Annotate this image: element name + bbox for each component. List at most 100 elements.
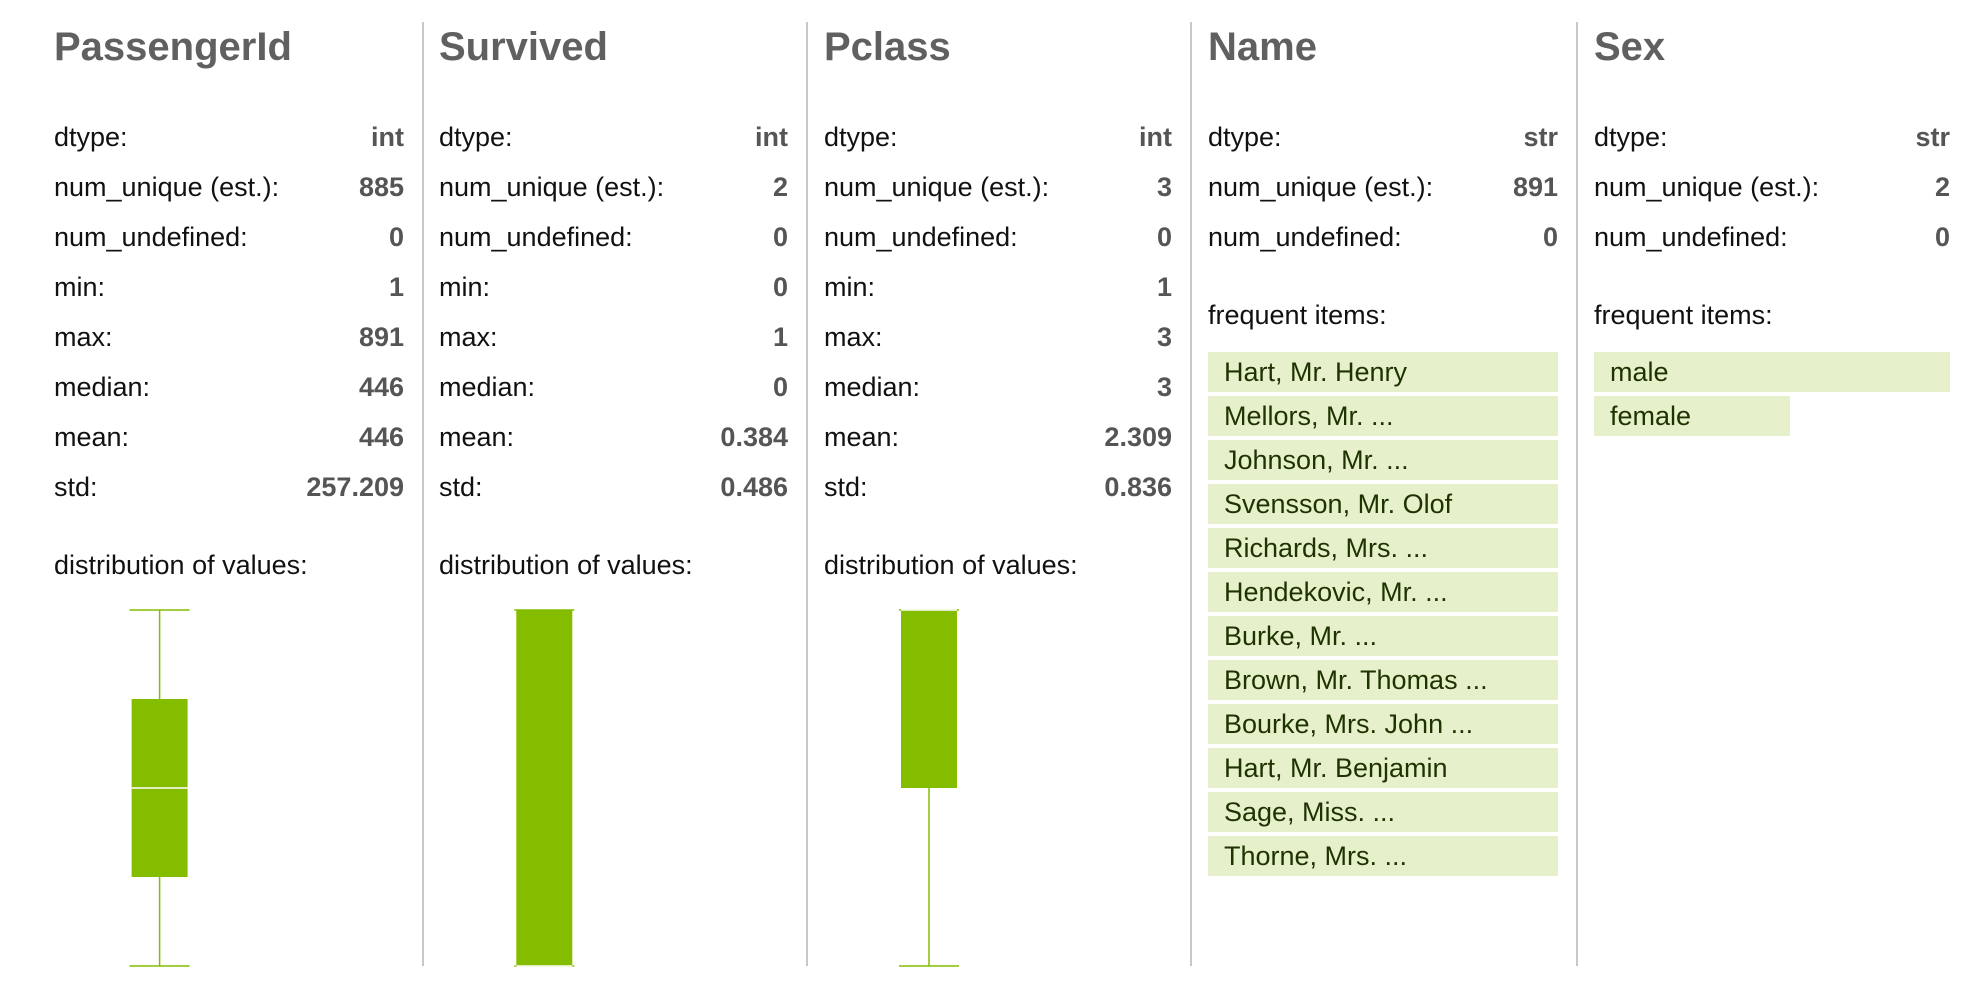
distribution-label: distribution of values:	[439, 550, 693, 580]
stat-row-dtype: dtype: int	[54, 112, 404, 162]
stat-row-mean: mean: 2.309	[824, 412, 1172, 462]
iqr-box	[516, 610, 573, 966]
stat-row-mean: mean: 0.384	[439, 412, 788, 462]
frequent-item: Hendekovic, Mr. ...	[1208, 572, 1558, 612]
dtype-value: int	[1139, 122, 1172, 152]
std-label: std:	[54, 472, 98, 502]
stat-row-num-unique: num_unique (est.): 2	[1594, 162, 1950, 212]
num-unique-label: num_unique (est.):	[1594, 172, 1820, 202]
median-label: median:	[439, 372, 536, 402]
stat-row-std: std: 0.836	[824, 462, 1172, 512]
column-title: Pclass	[824, 25, 951, 69]
column-title: Sex	[1594, 25, 1666, 69]
min-label: min:	[824, 272, 876, 302]
stat-row-max: max: 3	[824, 312, 1172, 362]
frequent-items-list: Hart, Mr. Henry Mellors, Mr. ... Johnson…	[1208, 352, 1558, 876]
num-unique-value: 3	[1156, 172, 1172, 202]
dtype-value: int	[755, 122, 788, 152]
column-stats: dtype: str num_unique (est.): 891 num_un…	[1208, 112, 1558, 262]
num-undefined-label: num_undefined:	[1594, 222, 1788, 252]
stat-row-min: min: 1	[824, 262, 1172, 312]
stat-row-std: std: 0.486	[439, 462, 788, 512]
column-title: PassengerId	[54, 25, 292, 69]
stat-row-median: median: 0	[439, 362, 788, 412]
stat-row-std: std: 257.209	[54, 462, 404, 512]
std-label: std:	[824, 472, 868, 502]
max-value: 891	[358, 322, 404, 352]
num-unique-label: num_unique (est.):	[824, 172, 1050, 202]
distribution-box-plot	[899, 609, 959, 967]
max-label: max:	[824, 322, 883, 352]
std-label: std:	[439, 472, 483, 502]
frequent-item: Bourke, Mrs. John ...	[1208, 704, 1558, 744]
frequent-items-label: frequent items:	[1208, 300, 1387, 330]
dtype-label: dtype:	[1208, 122, 1282, 152]
median-label: median:	[824, 372, 921, 402]
stat-row-num-unique: num_unique (est.): 891	[1208, 162, 1558, 212]
mean-label: mean:	[824, 422, 900, 452]
stat-row-num-undefined: num_undefined: 0	[439, 212, 788, 262]
mean-value: 2.309	[1104, 422, 1172, 452]
min-value: 1	[388, 272, 404, 302]
num-undefined-value: 0	[388, 222, 404, 252]
num-unique-value: 885	[358, 172, 404, 202]
dtype-value: str	[1915, 122, 1950, 152]
column-summary-name: Name dtype: str num_unique (est.): 891 n…	[1154, 22, 1578, 966]
frequent-item: Johnson, Mr. ...	[1208, 440, 1558, 480]
frequent-item: Richards, Mrs. ...	[1208, 528, 1558, 568]
stat-row-num-undefined: num_undefined: 0	[1208, 212, 1558, 262]
column-stats: dtype: int num_unique (est.): 3 num_unde…	[824, 112, 1172, 512]
min-value: 1	[1156, 272, 1172, 302]
dtype-value: int	[371, 122, 404, 152]
iqr-box	[901, 610, 957, 788]
max-value: 3	[1156, 322, 1172, 352]
column-stats: dtype: int num_unique (est.): 885 num_un…	[54, 112, 404, 512]
num-undefined-label: num_undefined:	[824, 222, 1018, 252]
column-title: Name	[1208, 25, 1317, 69]
frequent-item: Thorne, Mrs. ...	[1208, 836, 1558, 876]
stat-row-max: max: 891	[54, 312, 404, 362]
min-label: min:	[439, 272, 491, 302]
num-undefined-label: num_undefined:	[439, 222, 633, 252]
frequent-item: Svensson, Mr. Olof	[1208, 484, 1558, 524]
column-stats: dtype: str num_unique (est.): 2 num_unde…	[1594, 112, 1950, 262]
distribution-box-plot	[129, 609, 190, 967]
stat-row-num-undefined: num_undefined: 0	[1594, 212, 1950, 262]
median-label: median:	[54, 372, 151, 402]
num-undefined-value: 0	[1934, 222, 1950, 252]
std-value: 0.486	[720, 472, 788, 502]
column-stats: dtype: int num_unique (est.): 2 num_unde…	[439, 112, 788, 512]
frequent-item: Hart, Mr. Henry	[1208, 352, 1558, 392]
frequent-item: Brown, Mr. Thomas ...	[1208, 660, 1558, 700]
min-label: min:	[54, 272, 106, 302]
column-summary-sex: Sex dtype: str num_unique (est.): 2 num_…	[1540, 22, 1968, 966]
distribution-label: distribution of values:	[824, 550, 1078, 580]
dtype-label: dtype:	[824, 122, 898, 152]
stat-row-num-undefined: num_undefined: 0	[54, 212, 404, 262]
num-undefined-value: 0	[1542, 222, 1558, 252]
stat-row-num-unique: num_unique (est.): 3	[824, 162, 1172, 212]
dtype-label: dtype:	[439, 122, 513, 152]
num-unique-value: 891	[1512, 172, 1558, 202]
mean-label: mean:	[439, 422, 515, 452]
median-value: 3	[1156, 372, 1172, 402]
stat-row-min: min: 0	[439, 262, 788, 312]
mean-label: mean:	[54, 422, 130, 452]
frequent-item: Burke, Mr. ...	[1208, 616, 1558, 656]
column-summary-survived: Survived dtype: int num_unique (est.): 2…	[385, 22, 808, 967]
stat-row-mean: mean: 446	[54, 412, 404, 462]
column-summary-passengerid: PassengerId dtype: int num_unique (est.)…	[0, 22, 424, 967]
column-title: Survived	[439, 25, 608, 69]
stat-row-dtype: dtype: int	[439, 112, 788, 162]
stat-row-min: min: 1	[54, 262, 404, 312]
stat-row-num-undefined: num_undefined: 0	[824, 212, 1172, 262]
dtype-label: dtype:	[54, 122, 128, 152]
mean-value: 446	[358, 422, 404, 452]
max-value: 1	[772, 322, 788, 352]
frequent-items-label: frequent items:	[1594, 300, 1773, 330]
stat-row-median: median: 3	[824, 362, 1172, 412]
stat-row-num-unique: num_unique (est.): 885	[54, 162, 404, 212]
distribution-label: distribution of values:	[54, 550, 308, 580]
dtype-label: dtype:	[1594, 122, 1668, 152]
num-undefined-value: 0	[1156, 222, 1172, 252]
